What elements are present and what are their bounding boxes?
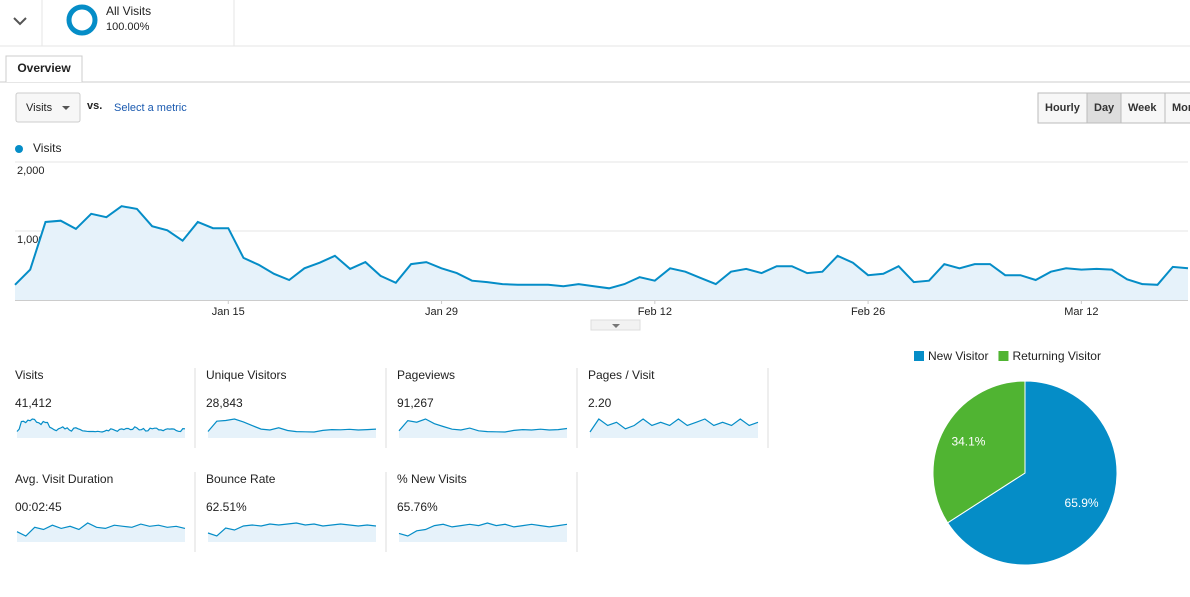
card-value: 28,843 [206, 396, 243, 410]
sparkline-area [590, 419, 758, 438]
card-value: 41,412 [15, 396, 52, 410]
sparkline-area [399, 419, 567, 438]
segment-icon [66, 4, 98, 36]
card-label: Pageviews [397, 368, 455, 382]
line [14, 205, 1189, 290]
sparkline-area [208, 419, 376, 438]
sparkline [207, 522, 377, 537]
slice-label: 34.1% [951, 434, 985, 448]
x-tick-label: Feb 26 [851, 306, 885, 318]
handle-arrow [612, 324, 620, 328]
area [15, 206, 1188, 300]
card-label: Unique Visitors [206, 368, 286, 382]
x-tick-label: Feb 12 [638, 306, 672, 318]
sparkline-area [399, 523, 567, 542]
segment-share: 100.00% [106, 21, 150, 33]
sparkline [16, 418, 186, 433]
sparkline-area [208, 523, 376, 542]
x-tick-label: Jan 15 [212, 306, 245, 318]
segment-name[interactable]: All Visits [106, 4, 151, 18]
legend-label: Returning Visitor [1012, 349, 1101, 363]
dropdown-arrow [62, 106, 70, 110]
granularity-label: Hourly [1045, 102, 1081, 114]
sparkline-area [17, 419, 185, 438]
sparkline [16, 522, 186, 537]
card-label: % New Visits [397, 472, 467, 486]
granularity-label: Day [1094, 102, 1115, 114]
metric-dropdown[interactable] [15, 92, 81, 123]
card-label: Visits [15, 368, 43, 382]
y-tick-label: 1,000 [17, 234, 45, 246]
card-label: Avg. Visit Duration [15, 472, 113, 486]
card-value: 62.51% [206, 500, 247, 514]
granularity-button[interactable] [1037, 92, 1088, 124]
granularity-label: Week [1128, 102, 1157, 114]
select-metric-link[interactable]: Select a metric [114, 102, 187, 114]
legend-dot [15, 145, 23, 153]
x-tick-label: Mar 12 [1064, 306, 1098, 318]
pie-slice[interactable] [932, 380, 1026, 524]
legend-swatch [998, 351, 1009, 361]
card-value: 65.76% [397, 500, 438, 514]
collapse-chevron[interactable] [13, 17, 27, 26]
metric-selected: Visits [26, 102, 53, 114]
card-label: Pages / Visit [588, 368, 655, 382]
tab[interactable]: Overview [17, 61, 71, 75]
x-tick-label: Jan 29 [425, 306, 458, 318]
granularity-button[interactable] [1164, 92, 1190, 124]
granularity-label: Month [1172, 102, 1190, 114]
sparkline [398, 418, 568, 433]
vs-label: vs. [87, 100, 102, 112]
sparkline [207, 418, 377, 433]
card-value: 91,267 [397, 396, 434, 410]
sparkline [398, 522, 568, 537]
legend-label: Visits [33, 141, 61, 155]
tab-frame [5, 55, 83, 82]
card-value: 2.20 [588, 396, 612, 410]
card-value: 00:02:45 [15, 500, 62, 514]
sparkline [589, 418, 759, 433]
legend-label: New Visitor [928, 349, 988, 363]
legend-swatch [914, 351, 924, 361]
granularity-button[interactable] [1086, 92, 1122, 124]
granularity-button[interactable] [1120, 92, 1166, 124]
slice-label: 65.9% [1065, 496, 1099, 510]
pie-slice[interactable] [946, 380, 1118, 566]
y-tick-label: 2,000 [17, 165, 45, 177]
card-label: Bounce Rate [206, 472, 276, 486]
